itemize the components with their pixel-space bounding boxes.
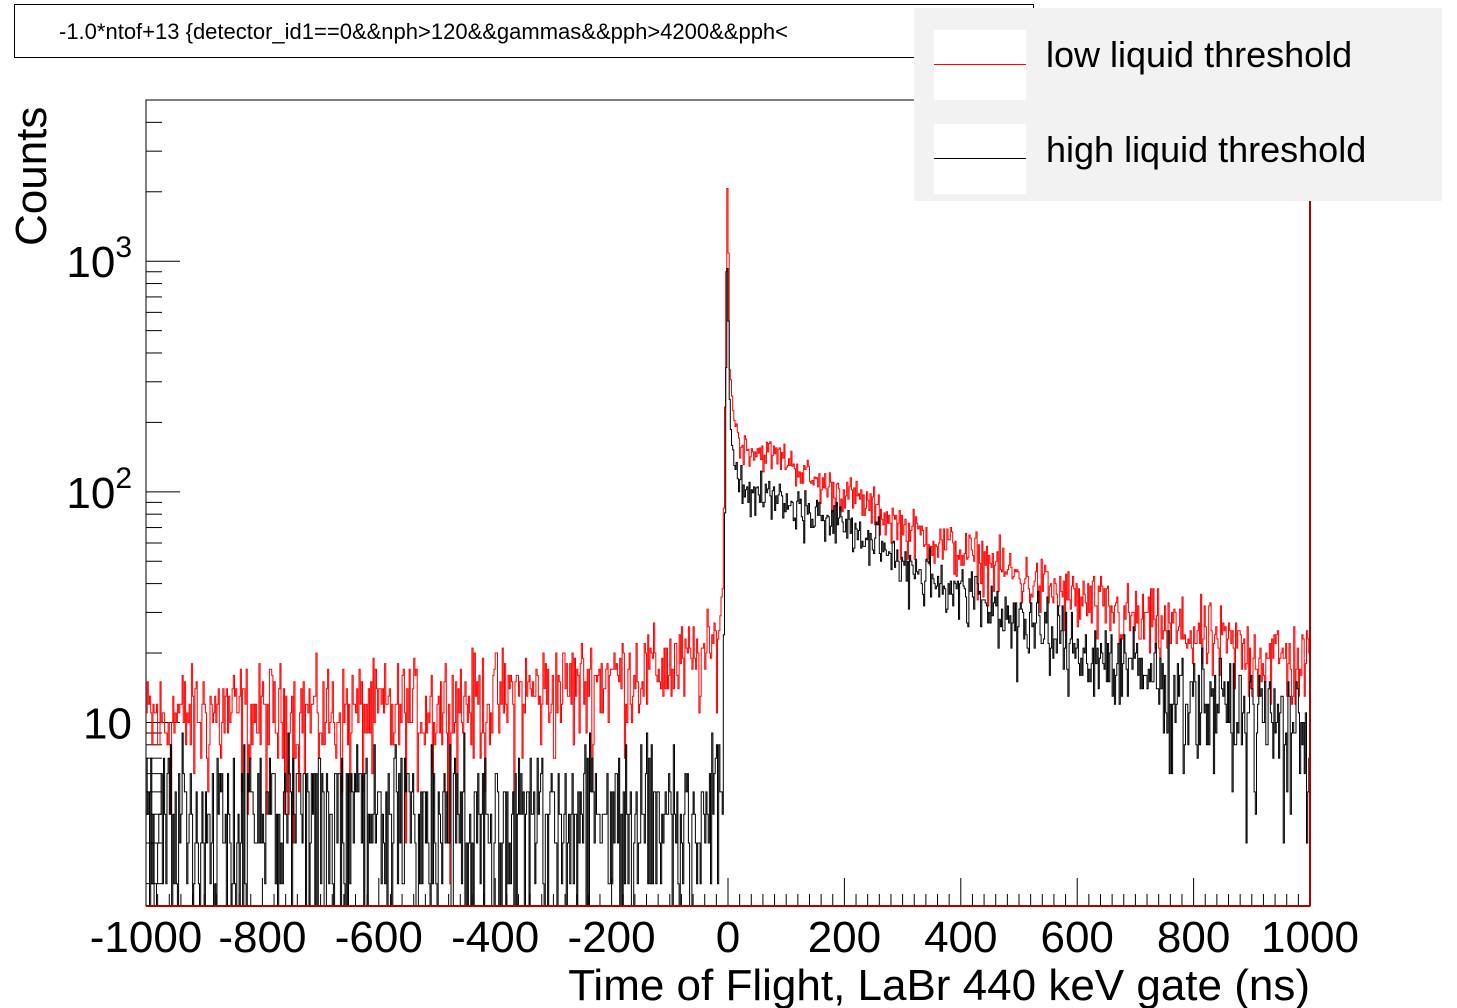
x-tick-label: -800 (218, 913, 306, 962)
x-tick-label: -400 (451, 913, 539, 962)
title-box: -1.0*ntof+13 {detector_id1==0&&nph>120&&… (14, 4, 1034, 58)
x-tick-label: -600 (335, 913, 423, 962)
x-tick-label: -1000 (90, 913, 203, 962)
series-line-low-threshold (146, 188, 1310, 885)
x-tick-label: 200 (808, 913, 881, 962)
legend-label-low: low liquid threshold (1046, 34, 1353, 75)
x-tick-label: 800 (1157, 913, 1230, 962)
legend-label-high: high liquid threshold (1046, 129, 1367, 170)
x-tick-labels: -1000 -800 -600 -400 -200 0 200 400 600 800 1000 (90, 913, 1359, 962)
y-minor-ticks (146, 99, 162, 885)
series-line-high-threshold (146, 268, 1310, 907)
series-layer (146, 188, 1310, 907)
x-tick-label: 1000 (1261, 913, 1359, 962)
chart-title: -1.0*ntof+13 {detector_id1==0&&nph>120&&… (59, 19, 789, 44)
legend-swatch-high (934, 124, 1026, 194)
legend-swatch-low (934, 30, 1026, 100)
x-tick-label: -200 (568, 913, 656, 962)
x-tick-label: 400 (924, 913, 997, 962)
legend-line-high (934, 158, 1026, 159)
y-tick-label: 103 (66, 231, 132, 287)
y-tick-label: 10 (83, 699, 132, 748)
y-axis-label: Counts (7, 107, 56, 246)
x-axis-label: Time of Flight, LaBr 440 keV gate (ns) (568, 961, 1310, 1008)
y-tick-label: 102 (66, 462, 132, 518)
legend-line-low (934, 64, 1026, 65)
x-tick-label: 0 (716, 913, 740, 962)
legend: low liquid threshold high liquid thresho… (914, 8, 1442, 201)
y-tick-labels: 10 102 103 (66, 231, 132, 748)
x-tick-label: 600 (1040, 913, 1113, 962)
